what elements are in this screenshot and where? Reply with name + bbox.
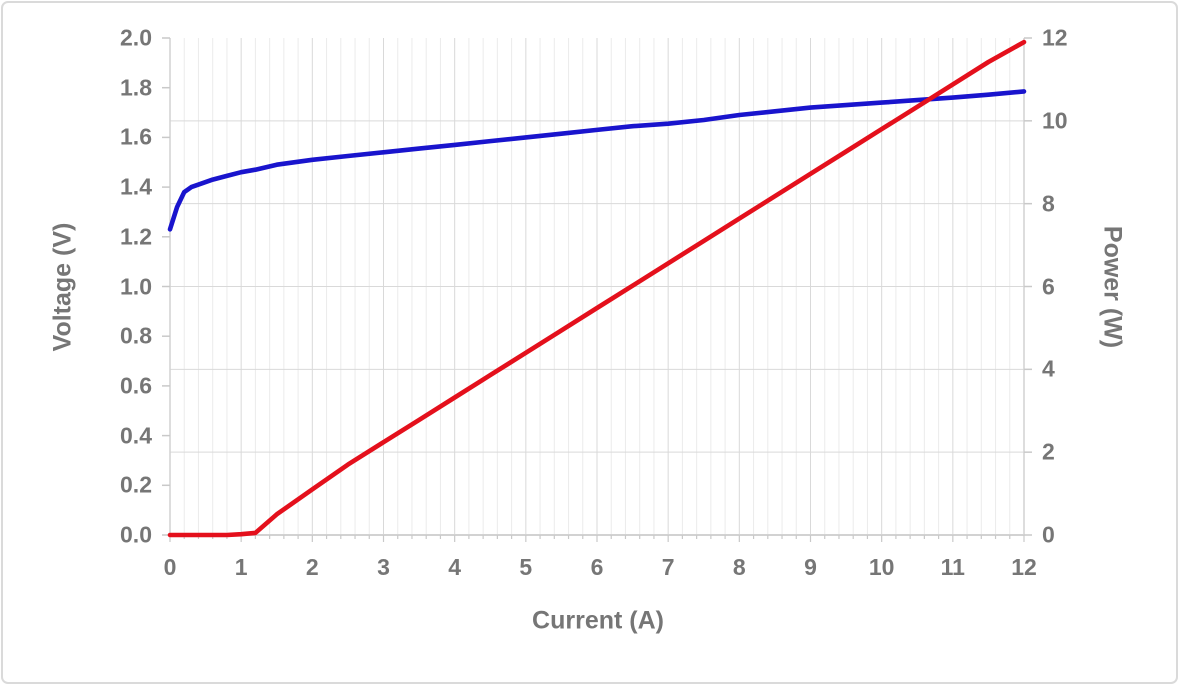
power-tick-label: 4 (1042, 355, 1055, 382)
power-tick-label: 0 (1042, 521, 1055, 548)
voltage-tick-label: 2.0 (120, 24, 152, 51)
current-tick-label: 6 (590, 554, 604, 580)
current-tick-label: 5 (519, 554, 533, 580)
current-axis-title: Current (A) (532, 606, 664, 635)
current-tick-label: 0 (163, 554, 177, 580)
power-tick-label: 2 (1042, 438, 1055, 465)
power-tick-label: 12 (1042, 24, 1068, 51)
voltage-tick-label: 0.4 (120, 422, 152, 449)
power-tick-label: 10 (1042, 107, 1068, 134)
current-tick-label: 7 (661, 554, 675, 580)
voltage-tick-label: 1.6 (120, 123, 152, 150)
current-tick-label: 3 (377, 554, 390, 580)
voltage-tick-label: 0.8 (120, 322, 152, 349)
current-tick-label: 4 (448, 554, 462, 580)
current-tick-label: 1 (234, 554, 248, 580)
voltage-tick-label: 1.0 (120, 273, 152, 299)
power-series-line (167, 39, 1027, 538)
power-tick-label: 6 (1042, 273, 1055, 299)
voltage-tick-label: 1.8 (120, 74, 152, 101)
power-tick-label: 8 (1042, 190, 1055, 217)
voltage-axis-title: Voltage (V) (48, 222, 77, 352)
power-axis-title: Power (W) (1098, 225, 1127, 349)
current-tick-label: 2 (305, 554, 319, 580)
voltage-tick-label: 1.2 (120, 223, 152, 250)
current-tick-label: 11 (940, 554, 965, 580)
current-tick-label: 9 (804, 554, 817, 580)
current-tick-label: 12 (1011, 554, 1037, 580)
voltage-tick-label: 1.4 (120, 173, 152, 200)
voltage-tick-label: 0.6 (120, 372, 152, 399)
current-tick-label: 8 (732, 554, 746, 580)
current-tick-label: 10 (868, 554, 895, 580)
voltage-series-line (167, 89, 1027, 232)
voltage-tick-label: 0.2 (120, 471, 152, 498)
voltage-tick-label: 0.0 (120, 521, 152, 548)
